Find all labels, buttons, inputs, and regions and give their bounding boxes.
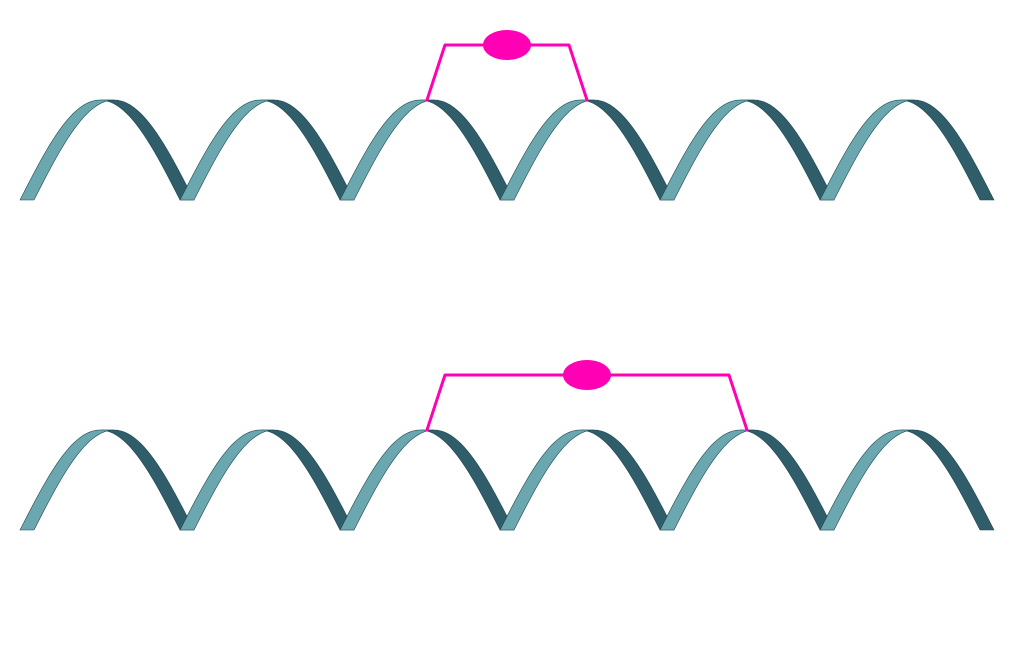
wave-segment-rise — [20, 100, 114, 200]
wave-segment-rise — [340, 100, 434, 200]
wave-segment-fall — [580, 430, 674, 530]
bridge-1 — [427, 360, 747, 430]
wave-segment-rise — [660, 430, 754, 530]
wave-segment-rise — [20, 430, 114, 530]
wave-segment-fall — [100, 430, 194, 530]
wave-segment-rise — [180, 100, 274, 200]
wave-segment-fall — [740, 430, 834, 530]
wave-segment-fall — [260, 100, 354, 200]
bridge-node — [483, 30, 531, 60]
wave-segment-fall — [740, 100, 834, 200]
wave-segment-rise — [500, 100, 594, 200]
wave-segment-fall — [900, 100, 994, 200]
wave-row-0 — [20, 100, 994, 200]
wave-segment-fall — [420, 100, 514, 200]
diagram-canvas — [0, 0, 1034, 649]
wave-segment-rise — [340, 430, 434, 530]
wave-segment-rise — [500, 430, 594, 530]
wave-segment-rise — [180, 430, 274, 530]
bridge-node — [563, 360, 611, 390]
wave-segment-rise — [660, 100, 754, 200]
wave-segment-rise — [820, 100, 914, 200]
wave-segment-fall — [420, 430, 514, 530]
wave-segment-fall — [100, 100, 194, 200]
wave-segment-fall — [580, 100, 674, 200]
wave-segment-fall — [260, 430, 354, 530]
wave-segment-rise — [820, 430, 914, 530]
wave-row-1 — [20, 430, 994, 530]
wave-segment-fall — [900, 430, 994, 530]
bridge-0 — [427, 30, 587, 100]
